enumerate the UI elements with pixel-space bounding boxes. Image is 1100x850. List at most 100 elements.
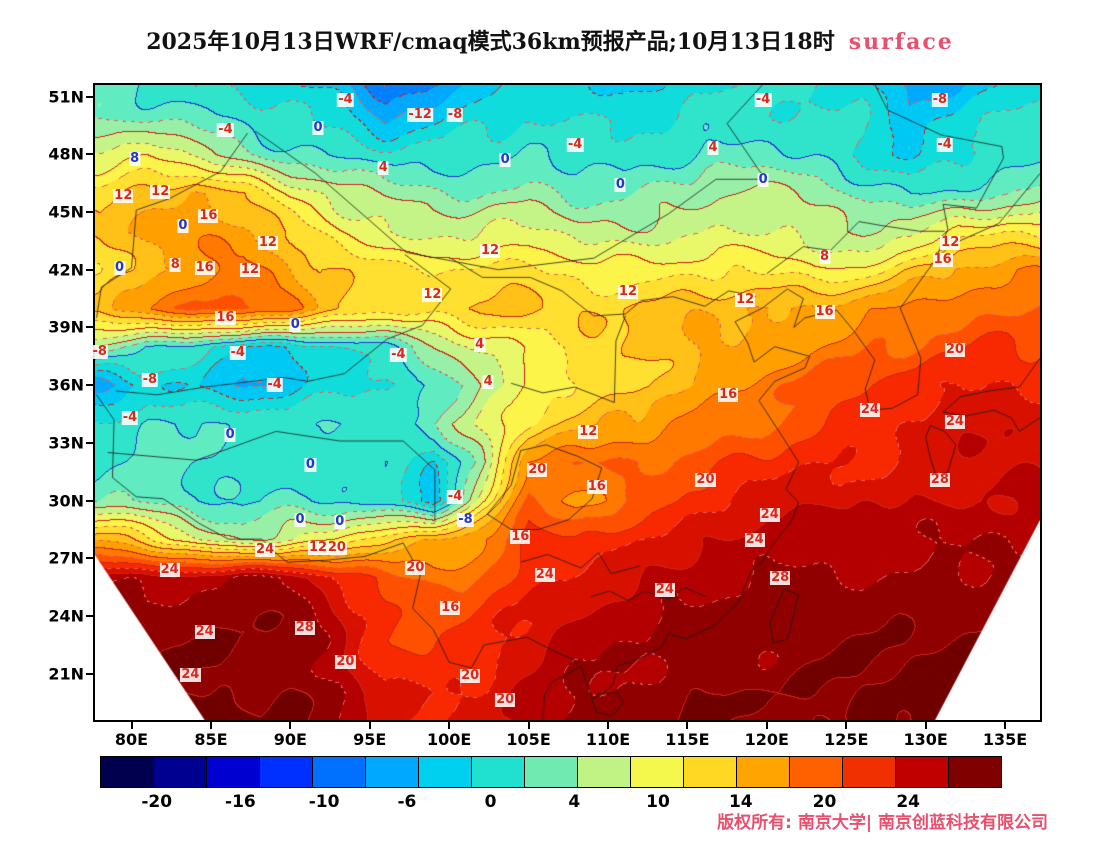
contour-label: 12 (617, 284, 639, 299)
contour-label: 12 (940, 235, 961, 251)
contour-label: 24 (859, 402, 880, 418)
contour-label: 20 (335, 654, 356, 670)
y-axis-tick (86, 326, 93, 329)
contour-label: 12 (307, 539, 329, 555)
contour-label: -4 (754, 92, 772, 108)
x-axis-tick (765, 722, 768, 729)
y-axis-tick (86, 557, 93, 560)
x-axis-tick (368, 722, 371, 729)
y-axis-tick (86, 211, 93, 213)
contour-label: 0 (224, 426, 236, 442)
y-axis-tick (86, 499, 93, 502)
colorbar-segment (578, 757, 631, 787)
contour-label: 24 (194, 623, 215, 639)
y-axis-tick (86, 153, 93, 156)
contour-label: 28 (294, 619, 315, 635)
contour-label: -4 (229, 344, 246, 360)
y-axis-tick (86, 441, 93, 444)
y-axis-label: 30N (48, 491, 84, 511)
contour-label: -4 (266, 376, 283, 392)
contour-label: 8 (129, 151, 141, 167)
x-axis-label: 125E (824, 730, 869, 749)
contour-label: -4 (936, 136, 953, 152)
colorbar-tick-label: 14 (728, 792, 753, 812)
colorbar-tick-label: 20 (812, 792, 837, 812)
x-axis-tick (448, 722, 451, 729)
contour-label: -4 (390, 346, 407, 362)
contour-label: 12 (578, 423, 599, 439)
colorbar-segment (896, 757, 949, 787)
contour-label: -4 (121, 409, 139, 425)
contour-label: 20 (326, 539, 347, 555)
contour-label: 0 (304, 456, 316, 472)
contour-label: 24 (159, 562, 180, 578)
contour-label: -12 (407, 106, 433, 122)
contour-label: 24 (744, 532, 765, 548)
x-axis-label: 100E (427, 730, 472, 749)
contour-label: 0 (334, 513, 346, 529)
contour-label: 12 (239, 261, 261, 277)
colorbar-segment (366, 757, 419, 787)
y-axis-label: 39N (48, 317, 84, 337)
contour-label: 16 (194, 259, 215, 275)
colorbar-tick-label: -20 (141, 792, 173, 812)
page-title-surface-tag: surface (848, 29, 954, 55)
temperature-field-canvas (95, 85, 1040, 720)
y-axis-tick (86, 268, 93, 271)
colorbar-segment (419, 757, 472, 787)
contour-label: 20 (405, 560, 426, 576)
contour-label: 24 (759, 506, 780, 522)
y-axis-label: 24N (48, 606, 84, 626)
contour-label: 16 (718, 386, 739, 402)
contour-label: 4 (482, 374, 494, 390)
contour-label: 0 (499, 151, 511, 167)
x-axis-label: 105E (506, 730, 551, 749)
contour-label: 12 (113, 188, 134, 204)
contour-label: -8 (457, 511, 474, 527)
colorbar-tick-label: 4 (568, 792, 581, 812)
colorbar-segment (472, 757, 525, 787)
colorbar-segment (154, 757, 207, 787)
contour-label: 20 (495, 692, 516, 708)
colorbar-segment (843, 757, 896, 787)
contour-label: 4 (377, 160, 389, 176)
contour-label: 8 (819, 249, 831, 265)
contour-label: 20 (695, 471, 716, 487)
x-axis-tick (289, 722, 292, 729)
contour-label: 24 (654, 581, 675, 597)
contour-label: 28 (770, 569, 791, 585)
contour-label: -4 (566, 136, 584, 152)
contour-label: 0 (294, 511, 306, 527)
colorbar-tick-label: 24 (896, 792, 921, 812)
contour-label: -8 (931, 92, 949, 108)
copyright-notice: 版权所有: 南京大学| 南京创蓝科技有限公司 (717, 813, 1048, 833)
colorbar-segment (684, 757, 737, 787)
y-axis-tick (86, 384, 93, 387)
x-axis-label: 135E (982, 730, 1028, 749)
contour-label: -8 (91, 343, 108, 359)
contour-label: 12 (150, 184, 171, 200)
temperature-map: -4 -12 -8 -4 -8 0 -4 -4 0 -4 8 4 4 0 12 0 16 12 0 12 8 16 12 0 1… (91, 83, 1042, 722)
contour-label: 12 (257, 235, 278, 251)
colorbar-tick-label: -6 (397, 792, 417, 812)
colorbar-segment (631, 757, 684, 787)
x-axis-label: 110E (585, 730, 631, 749)
contour-label: -8 (141, 372, 159, 388)
x-axis-tick (1004, 722, 1007, 729)
colorbar (100, 756, 1002, 788)
contour-label: 16 (440, 600, 461, 616)
x-axis-label: 95E (353, 730, 387, 749)
contour-label: 16 (198, 207, 219, 223)
y-axis-label: 48N (48, 144, 84, 164)
y-axis-tick (86, 95, 93, 98)
contour-label: 12 (735, 292, 756, 308)
colorbar-tick-label: -10 (308, 792, 340, 812)
contour-label: 28 (929, 471, 950, 487)
contour-label: 0 (177, 217, 189, 233)
colorbar-segment (525, 757, 578, 787)
colorbar-segment (207, 757, 260, 787)
contour-label: 24 (944, 414, 965, 430)
contour-label: 16 (814, 303, 835, 319)
x-axis-label: 85E (194, 730, 228, 749)
